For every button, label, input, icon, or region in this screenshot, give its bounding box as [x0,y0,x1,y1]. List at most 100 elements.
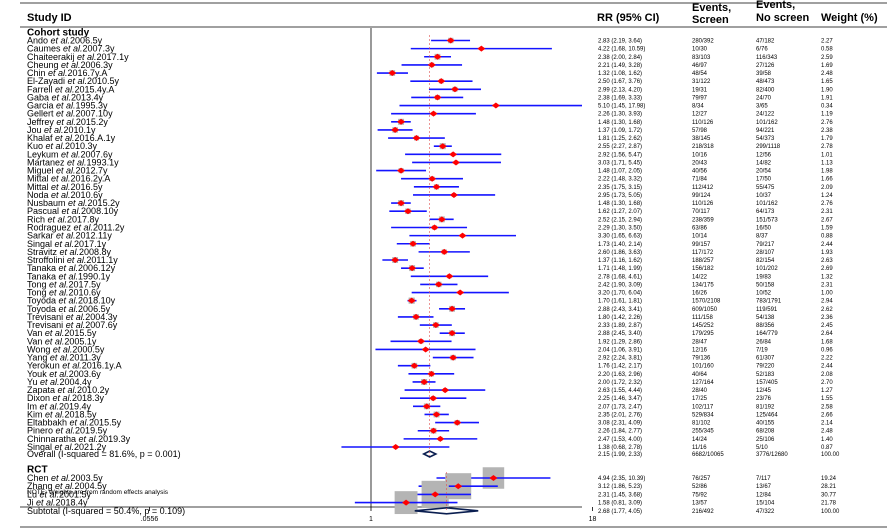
cohort-study-5-ci: 2.50 (1.67, 3.76) [598,79,642,85]
cohort-study-32-ci: 1.70 (1.61, 1.81) [598,299,642,305]
cohort-study-49-point [436,435,445,442]
cohort-study-18-events-noscreen: 55/475 [756,185,775,191]
cohort-study-2-label: Chaiteerakij et al.2017.1y [27,52,129,62]
cohort-study-1-label: Caumes et al.2007.3y [27,44,115,54]
cohort-study-19-label: Noda et al.2010.6y [27,190,103,200]
cohort-study-32-weight: 2.94 [821,299,833,305]
cohort-study-27-ci: 1.37 (1.16, 1.62) [598,258,642,264]
cohort-study-47-label: Eltabbakh et al.2015.5y [27,418,122,428]
cohort-overall-diamond [421,450,438,458]
cohort-study-44-ci: 2.25 (1.46, 3.47) [598,396,642,402]
cohort-study-0-point [446,37,455,44]
cohort-study-25-weight: 2.44 [821,242,833,248]
cohort-study-33-weight: 2.62 [821,307,833,313]
cohort-study-40-label: Yerokun et al.2016.1y.A [27,361,122,371]
cohort-study-16-ci: 1.48 (1.07, 2.05) [598,169,642,175]
cohort-study-12-label: Khalaf et al.2016.A.1y [27,133,116,143]
rct-study-2-ci: 2.31 (1.45, 3.68) [598,492,642,498]
cohort-overall-events-noscreen: 3776/12680 [756,452,788,458]
cohort-study-45-events-noscreen: 81/192 [756,404,775,410]
cohort-study-25-label: Singal et al.2017.1y [27,239,107,249]
cohort-study-42-ci: 2.00 (1.72, 2.32) [598,380,642,386]
cohort-study-4-label: Chin et al.2016.7y.A [27,68,107,78]
cohort-study-26-label: Stravitz et al.2008.8y [27,247,112,257]
cohort-study-23-events-screen: 63/86 [692,225,708,231]
cohort-study-5-point [437,78,446,85]
cohort-study-33-ci: 2.88 (2.43, 3.41) [598,307,642,313]
cohort-study-15-ci: 3.03 (1.71, 5.45) [598,160,642,166]
cohort-study-21-weight: 2.31 [821,209,833,215]
cohort-study-19-ci: 2.95 (1.73, 5.05) [598,193,642,199]
cohort-study-11-events-noscreen: 94/221 [756,128,775,134]
cohort-study-33-point [448,305,457,312]
rct-study-2-point [431,491,440,498]
rct-study-2-weight: 30.77 [821,492,837,498]
cohort-study-30-events-screen: 134/175 [692,282,714,288]
cohort-study-39-weight: 2.22 [821,356,833,362]
cohort-study-41-weight: 2.08 [821,372,833,378]
cohort-study-19-point [449,191,458,198]
cohort-study-9-weight: 1.19 [821,112,833,118]
cohort-study-35-label: Trevisani et al.2007.6y [27,320,118,330]
cohort-study-2-weight: 2.59 [821,55,833,61]
cohort-study-24-events-noscreen: 8/37 [756,234,768,240]
cohort-study-1-point [477,45,486,52]
cohort-study-49-ci: 2.47 (1.53, 4.00) [598,437,642,443]
cohort-study-10-events-noscreen: 101/162 [756,120,778,126]
cohort-study-48-weight: 2.48 [821,429,833,435]
cohort-overall-ci: 2.15 (1.99, 2.33) [598,452,642,458]
cohort-study-46-weight: 2.66 [821,412,833,418]
rct-study-3-point [402,499,411,506]
cohort-study-38-events-noscreen: 7/19 [756,347,768,353]
rct-study-3-events-screen: 13/57 [692,501,708,507]
cohort-study-41-point [427,370,436,377]
cohort-study-13-ci: 2.55 (2.27, 2.87) [598,144,642,150]
cohort-study-47-point [453,419,462,426]
cohort-study-20-ci: 1.48 (1.30, 1.68) [598,201,642,207]
cohort-study-5-events-screen: 31/122 [692,79,711,85]
cohort-study-20-events-noscreen: 101/162 [756,201,778,207]
cohort-study-19-weight: 1.24 [821,193,833,199]
cohort-study-22-label: Rich et al.2017.8y [27,214,100,224]
rct-study-2-label: Lu et al.2001.5y [27,489,92,499]
cohort-study-16-point [397,167,406,174]
cohort-study-8-weight: 0.34 [821,104,833,110]
cohort-study-12-events-screen: 38/145 [692,136,711,142]
cohort-study-28-events-screen: 156/182 [692,266,714,272]
cohort-study-48-events-noscreen: 68/208 [756,429,775,435]
rct-overall-ci: 2.68 (1.77, 4.05) [598,509,642,515]
cohort-study-13-point [438,143,447,150]
cohort-study-11-point [391,126,400,133]
cohort-study-12-weight: 1.79 [821,136,833,142]
header-events-noscreen-2: No screen [756,12,809,24]
rct-study-0-weight: 19.24 [821,476,837,482]
cohort-study-4-events-noscreen: 39/58 [756,71,772,77]
cohort-study-42-weight: 2.70 [821,380,833,386]
cohort-study-44-point [429,395,438,402]
cohort-study-24-events-screen: 10/14 [692,234,708,240]
rct-study-1-events-screen: 52/86 [692,484,708,490]
cohort-study-33-events-noscreen: 119/591 [756,307,778,313]
cohort-study-29-ci: 2.78 (1.68, 4.61) [598,274,642,280]
cohort-study-50-label: Singal et al.2021.2y [27,442,107,452]
cohort-study-27-point [391,257,400,264]
cohort-study-34-ci: 1.80 (1.42, 2.26) [598,315,642,321]
cohort-study-37-ci: 1.92 (1.29, 2.86) [598,339,642,345]
cohort-study-3-label: Cheung et al.2006.3y [27,60,113,70]
cohort-study-28-ci: 1.71 (1.48, 1.99) [598,266,642,272]
cohort-study-37-point [417,338,426,345]
cohort-study-31-events-noscreen: 10/52 [756,291,772,297]
cohort-study-7-events-screen: 79/97 [692,95,708,101]
cohort-study-29-events-noscreen: 19/83 [756,274,772,280]
rct-overall-diamond [414,506,479,515]
rct-study-1-events-noscreen: 13/67 [756,484,772,490]
rct-study-3-events-noscreen: 15/104 [756,501,775,507]
cohort-study-24-weight: 0.88 [821,234,833,240]
cohort-study-10-events-screen: 110/126 [692,120,714,126]
cohort-study-40-events-noscreen: 79/220 [756,364,775,370]
cohort-study-43-ci: 2.63 (1.55, 4.44) [598,388,642,394]
cohort-study-14-ci: 2.92 (1.56, 5.47) [598,152,642,158]
cohort-study-12-ci: 1.81 (1.25, 2.62) [598,136,642,142]
cohort-study-47-ci: 3.08 (2.31, 4.09) [598,421,642,427]
cohort-study-38-label: Wong et al.2000.5y [27,344,105,354]
